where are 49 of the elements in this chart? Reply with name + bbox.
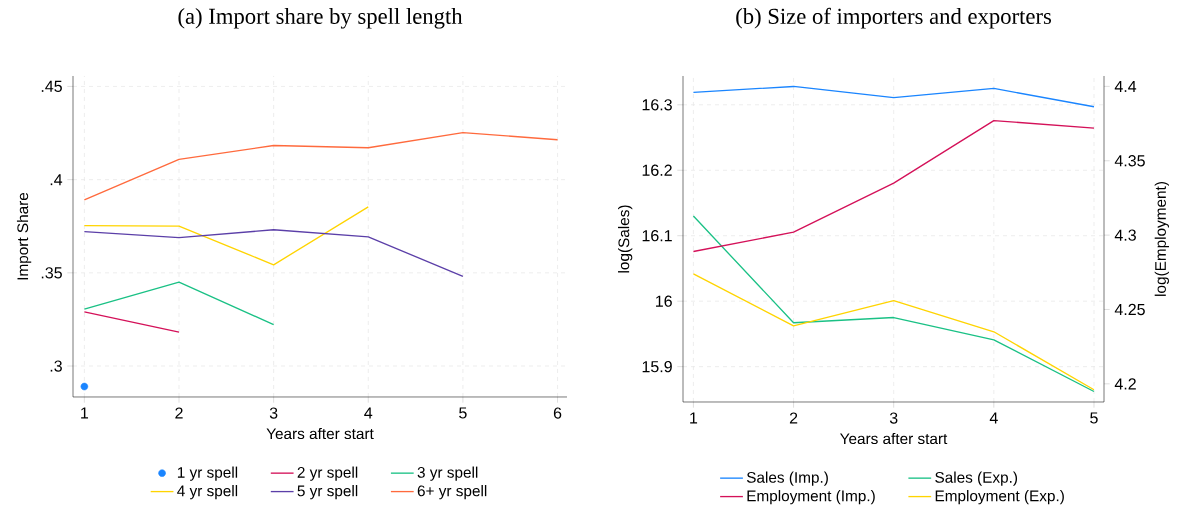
line-series <box>692 85 1095 108</box>
legend-label: 5 yr spell <box>297 485 358 500</box>
legend-label: 6+ yr spell <box>417 485 487 500</box>
chart-title: (a) Import share by spell length <box>178 8 463 29</box>
x-tick-label: 3 <box>269 407 278 419</box>
y-axis-title: log(Sales) <box>618 205 633 273</box>
legend-label: 2 yr spell <box>297 466 358 481</box>
x-axis-title: Years after start <box>266 427 374 440</box>
y2-tick-label: 4.3 <box>1114 229 1136 241</box>
x-tick-label: 1 <box>690 412 698 424</box>
y-tick-label: .45 <box>41 80 62 92</box>
legend-label: Sales (Exp.) <box>935 471 1018 486</box>
legend-label: 3 yr spell <box>417 466 478 481</box>
y-axis-title: Import Share <box>16 192 32 280</box>
y-tick-label: 16.2 <box>642 164 672 176</box>
x-axis-title: Years after start <box>840 432 948 445</box>
y2-tick-label: 4.2 <box>1114 378 1136 390</box>
y2-tick-label: 4.35 <box>1114 155 1145 167</box>
x-tick-label: 4 <box>364 407 373 419</box>
y-tick-label: 16.1 <box>642 230 672 242</box>
line-series <box>83 206 369 266</box>
legend-label: 1 yr spell <box>177 466 238 481</box>
line-series <box>692 215 1095 393</box>
y2-axis-title: log(Employment) <box>1154 182 1169 296</box>
x-tick-label: 5 <box>459 407 467 419</box>
legend-label: Employment (Imp.) <box>747 490 875 505</box>
y2-tick-label: 4.25 <box>1114 303 1145 316</box>
y-tick-label: .4 <box>50 174 63 186</box>
legend-label: Sales (Imp.) <box>746 471 828 486</box>
x-tick-label: 3 <box>889 412 898 424</box>
x-tick-label: 6 <box>553 407 562 419</box>
line-series <box>692 119 1095 253</box>
line-series <box>692 273 1095 391</box>
y-tick-label: 15.9 <box>642 360 672 373</box>
x-tick-label: 5 <box>1090 412 1098 424</box>
line-series <box>83 229 464 278</box>
y-tick-label: .35 <box>41 267 62 279</box>
x-tick-label: 2 <box>789 412 798 424</box>
legend-label: Employment (Exp.) <box>935 490 1064 505</box>
y2-tick-label: 4.4 <box>1114 80 1137 92</box>
x-tick-label: 4 <box>989 412 998 424</box>
chart-title: (b) Size of importers and exporters <box>736 7 1052 29</box>
legend-label: 4 yr spell <box>177 485 238 500</box>
y-tick-label: 16.3 <box>642 99 672 111</box>
line-series <box>83 131 559 201</box>
x-tick-label: 1 <box>81 407 89 419</box>
y-tick-label: .3 <box>50 360 62 372</box>
y-tick-label: 16 <box>656 295 672 307</box>
x-tick-label: 2 <box>175 407 183 419</box>
